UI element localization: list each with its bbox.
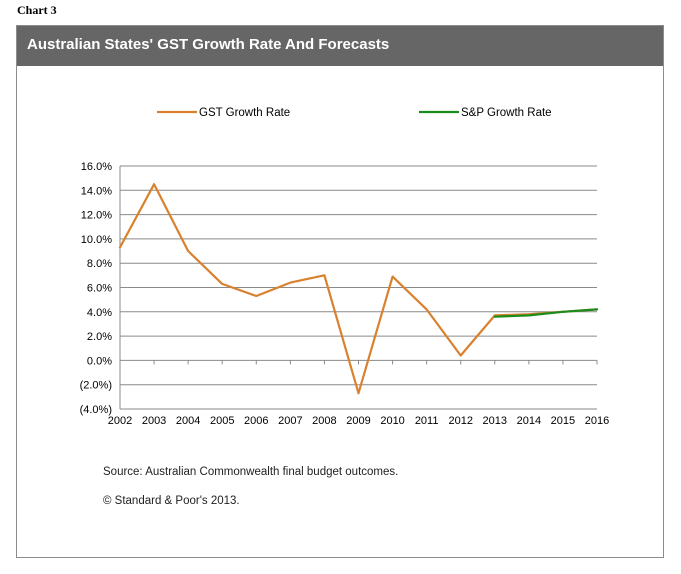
y-tick-label: 16.0% [81, 161, 112, 173]
x-tick-label: 2002 [108, 415, 132, 427]
x-tick-label: 2011 [415, 415, 439, 427]
y-tick-label: (4.0%) [80, 404, 112, 416]
series-line-s-p-growth-rate [493, 308, 599, 318]
chart-title: Australian States' GST Growth Rate And F… [27, 36, 390, 53]
x-tick-label: 2012 [448, 415, 472, 427]
x-tick-label: 2007 [278, 415, 302, 427]
y-tick-label: 0.0% [87, 355, 112, 367]
y-tick-label: 4.0% [87, 307, 112, 319]
y-tick-label: 8.0% [87, 258, 112, 270]
x-tick-label: 2009 [346, 415, 370, 427]
source-note: Source: Australian Commonwealth final bu… [103, 466, 399, 478]
x-tick-label: 2003 [142, 415, 166, 427]
chart-plot: 16.0% 14.0% 12.0% 10.0% 8.0% 6.0% 4.0% 2.0% 0.0%… [80, 107, 610, 427]
y-tick-label: 12.0% [81, 210, 112, 222]
legend-label: GST Growth Rate [199, 107, 290, 119]
series-line-gst-growth-rate [118, 183, 599, 395]
copyright-note: © Standard & Poor's 2013. [103, 495, 240, 507]
x-tick-label: 2013 [483, 415, 507, 427]
x-tick-label: 2006 [244, 415, 268, 427]
y-tick-label: 14.0% [81, 185, 112, 197]
title-bar: Australian States' GST Growth Rate And F… [17, 26, 663, 66]
legend-label: S&P Growth Rate [461, 107, 552, 119]
x-tick-label: 2008 [312, 415, 336, 427]
y-tick-label: 6.0% [87, 283, 112, 295]
x-tick-label: 2010 [380, 415, 404, 427]
chart-label: Chart 3 [17, 3, 57, 17]
x-tick-label: 2016 [585, 415, 609, 427]
chart-frame: Australian States' GST Growth Rate And F… [16, 25, 664, 558]
y-tick-label: 2.0% [87, 331, 112, 343]
x-tick-label: 2014 [517, 415, 541, 427]
y-tick-label: 10.0% [81, 234, 112, 246]
x-tick-label: 2004 [176, 415, 200, 427]
y-tick-label: (2.0%) [80, 380, 112, 392]
x-tick-label: 2015 [551, 415, 575, 427]
x-tick-label: 2005 [210, 415, 234, 427]
